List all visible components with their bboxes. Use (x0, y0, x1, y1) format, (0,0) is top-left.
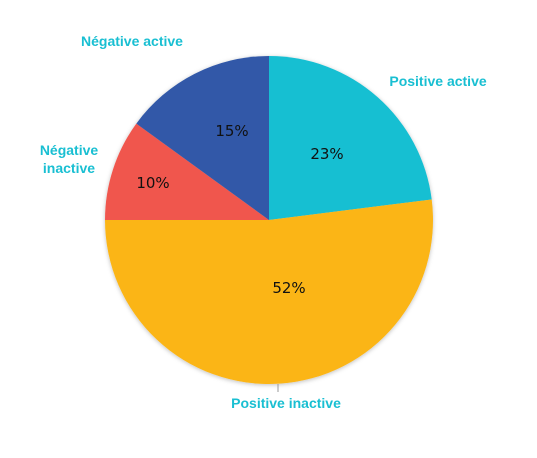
slice-percent-label: 52% (272, 279, 305, 297)
slice-percent-label: 23% (310, 145, 343, 163)
slice-percent-label: 15% (215, 122, 248, 140)
pie-slice-positive-inactive (105, 199, 433, 384)
slice-category-label: Négative inactive (40, 142, 99, 176)
slice-category-label: Positive inactive (231, 395, 341, 411)
pie-slice-n-gative-inactive (105, 123, 269, 220)
pie-slice-n-gative-active (136, 56, 269, 220)
pie-slice-positive-active (269, 56, 432, 220)
slice-category-label: Positive active (389, 73, 486, 89)
slice-percent-label: 10% (136, 174, 169, 192)
slice-category-label: Négative active (81, 33, 183, 49)
